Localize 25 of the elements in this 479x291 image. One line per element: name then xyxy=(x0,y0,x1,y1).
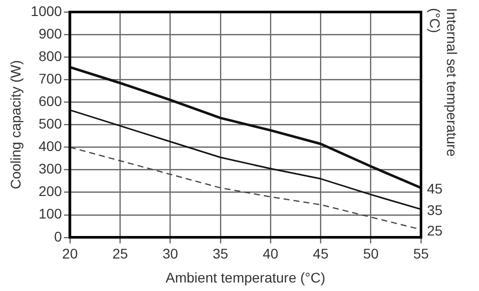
x-tick-label: 35 xyxy=(212,246,228,262)
y-tick-label: 200 xyxy=(38,183,62,200)
x-tick-label: 40 xyxy=(262,246,279,262)
y-tick-label: 800 xyxy=(38,48,62,64)
y-tick-label: 0 xyxy=(54,228,62,244)
x-tick-label: 45 xyxy=(312,246,329,262)
x-tick-label: 30 xyxy=(162,246,178,262)
y-tick-label: 600 xyxy=(38,93,62,110)
y-tick-label: 400 xyxy=(38,138,62,154)
x-axis-title: Ambient temperature (°C) xyxy=(166,269,326,286)
y-tick-label: 700 xyxy=(38,70,62,86)
y-tick-label: 300 xyxy=(38,160,62,177)
x-tick-label: 20 xyxy=(62,246,78,262)
series-label: 25 xyxy=(427,222,443,238)
y-tick-label: 100 xyxy=(38,206,62,222)
y-tick-label: 500 xyxy=(38,116,62,132)
x-tick-label: 50 xyxy=(363,246,379,262)
y-tick-label: 900 xyxy=(38,25,62,42)
y-tick-label: 1000 xyxy=(30,2,62,19)
y2-axis-title: Internal set temperature (°C) xyxy=(426,8,460,158)
series-label: 35 xyxy=(427,202,443,218)
series-label: 45 xyxy=(427,180,443,197)
y-axis-title: Cooling capacity (W) xyxy=(7,60,24,190)
x-tick-label: 25 xyxy=(112,246,128,262)
x-tick-label: 55 xyxy=(413,246,429,262)
